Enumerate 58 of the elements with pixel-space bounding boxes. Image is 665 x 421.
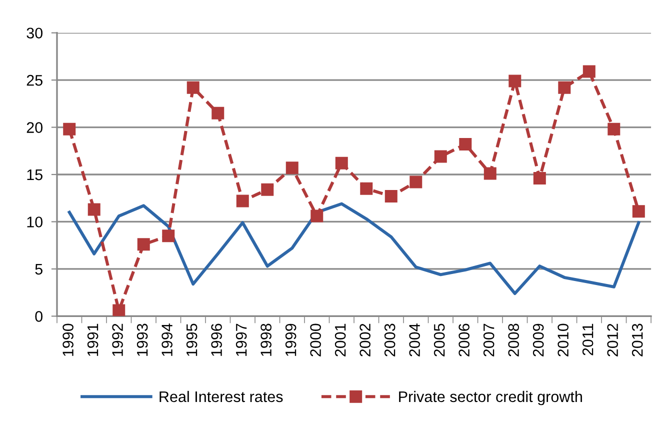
point <box>236 194 249 208</box>
point <box>212 106 224 120</box>
y-tick-label: 10 <box>27 216 43 228</box>
point <box>582 65 596 78</box>
y-tick-label: 30 <box>26 28 43 39</box>
point <box>310 210 324 222</box>
x-tick-label: 2011 <box>582 324 594 356</box>
y-tick-label: 15 <box>27 170 42 180</box>
x-tick-label: 1990 <box>62 324 74 356</box>
point <box>137 238 150 251</box>
x-tick-label: 1997 <box>236 324 247 356</box>
x-tick-label: 1991 <box>87 324 98 356</box>
x-tick-label: 2008 <box>508 324 519 356</box>
x-tick-label: 2009 <box>532 324 544 356</box>
point <box>558 81 571 94</box>
x-tick-label: 2013 <box>632 324 643 356</box>
line-series <box>68 202 640 296</box>
x-tick-label: 2010 <box>558 324 569 356</box>
x-tick-label: 1992 <box>112 324 123 356</box>
x-tick-label: 2012 <box>607 324 618 356</box>
point <box>162 230 175 242</box>
x-tick-label: 2004 <box>409 324 420 356</box>
point <box>335 156 348 170</box>
y-tick-label: 5 <box>35 264 42 275</box>
x-tick-label: 1993 <box>136 324 148 356</box>
x-tick-label: 1999 <box>285 324 296 356</box>
point <box>63 122 76 136</box>
x-tick-label: 2000 <box>310 324 321 356</box>
x-tick-label: 1998 <box>260 324 272 356</box>
x-tick-label: 2003 <box>384 324 396 356</box>
point <box>186 81 200 94</box>
y-tick-label: 20 <box>26 122 43 133</box>
x-tick-label: 1994 <box>162 324 172 356</box>
x-tick-label: 2001 <box>334 324 346 356</box>
point <box>533 172 546 185</box>
x-tick-label: 2002 <box>360 324 370 356</box>
point <box>459 138 472 151</box>
x-tick-label: 2007 <box>483 324 494 356</box>
x-tick-label: 2005 <box>434 324 445 356</box>
point <box>434 150 447 163</box>
point <box>484 167 496 180</box>
point <box>261 183 274 196</box>
point <box>508 74 522 88</box>
point <box>410 176 422 188</box>
legend-label: Real Interest rates <box>160 390 283 402</box>
x-tick-label: 2006 <box>458 324 470 356</box>
point <box>360 182 373 195</box>
point <box>88 203 100 216</box>
y-tick-label: 0 <box>35 311 43 322</box>
y-tick-label: 25 <box>26 74 42 86</box>
point <box>112 304 126 316</box>
point <box>632 205 645 218</box>
point <box>384 190 398 202</box>
x-tick-label: 1995 <box>186 324 198 356</box>
legend-label: Private sector credit growth <box>399 390 582 406</box>
point <box>286 162 298 174</box>
point <box>608 122 620 136</box>
x-tick-label: 1996 <box>211 324 222 356</box>
